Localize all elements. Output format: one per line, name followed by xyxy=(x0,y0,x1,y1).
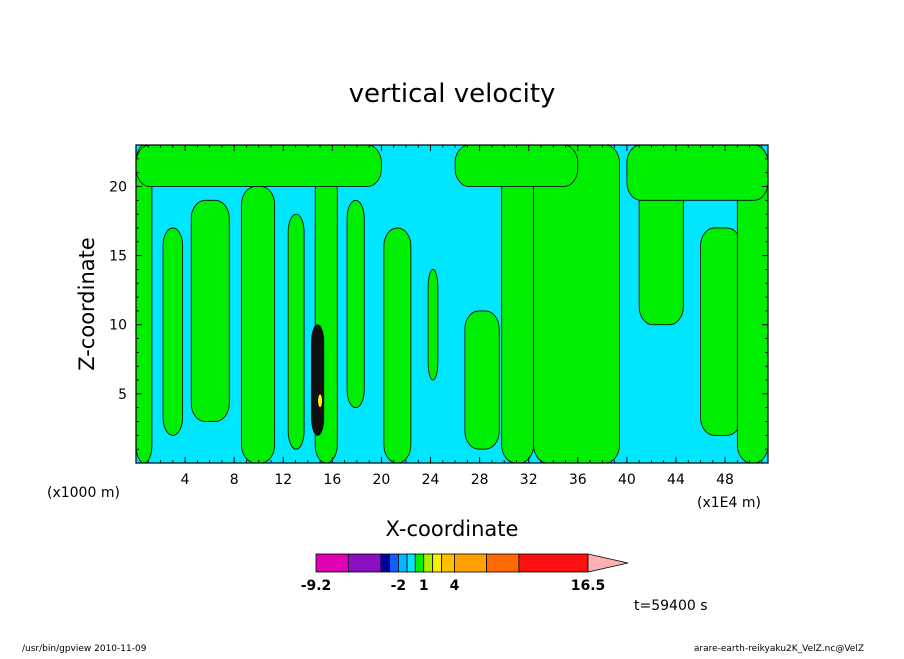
contour-region-8 xyxy=(427,269,439,381)
colorbar-segment-5 xyxy=(406,553,416,573)
contour-regions xyxy=(135,144,769,464)
x-tick-label: 36 xyxy=(569,472,587,488)
x-tick-label: 20 xyxy=(373,472,391,488)
x-tick-label: 4 xyxy=(181,472,190,488)
colorbar-segment-8 xyxy=(432,553,443,573)
contour-region-18 xyxy=(311,324,325,436)
y-tick-label: 5 xyxy=(118,387,127,403)
y-tick-label: 20 xyxy=(109,179,127,195)
x-tick-label: 32 xyxy=(520,472,538,488)
colorbar-tick-label: 1 xyxy=(419,578,429,594)
x-unit-left: (x1000 m) xyxy=(47,485,120,501)
contour-region-15 xyxy=(135,144,382,187)
plot-frame xyxy=(135,144,769,464)
colorbar-segment-3 xyxy=(389,553,399,573)
colorbar-tick-label: 16.5 xyxy=(571,578,606,594)
chart-title: vertical velocity xyxy=(349,79,556,109)
contour-region-7 xyxy=(383,227,412,464)
contour-region-0 xyxy=(135,144,153,464)
footer-right: arare-earth-reikyaku2K_VelZ.nc@VelZ xyxy=(694,644,864,654)
colorbar-segment-4 xyxy=(398,553,408,573)
x-tick-label: 48 xyxy=(716,472,734,488)
x-axis-label: X-coordinate xyxy=(386,517,519,541)
x-tick-label: 24 xyxy=(422,472,440,488)
contour-region-17 xyxy=(626,144,769,201)
contour-region-4 xyxy=(287,213,305,450)
y-axis-ticks: 5 10 15 20 xyxy=(109,158,768,450)
colorbar-segment-2 xyxy=(380,553,390,573)
y-tick-label: 15 xyxy=(109,249,127,265)
contour-region-3 xyxy=(241,186,276,464)
colorbar: -9.2 -2 1 4 16.5 xyxy=(301,553,629,594)
colorbar-segment-9 xyxy=(441,553,455,573)
contour-region-16 xyxy=(454,144,579,187)
colorbar-segment-12 xyxy=(518,553,589,573)
colorbar-extend-arrow xyxy=(587,553,629,573)
contour-region-19 xyxy=(317,393,323,409)
y-tick-label: 10 xyxy=(109,318,127,334)
x-tick-label: 16 xyxy=(323,472,341,488)
colorbar-segment-6 xyxy=(414,553,425,573)
colorbar-segment-7 xyxy=(423,553,434,573)
colorbar-tick-label: 4 xyxy=(450,578,460,594)
y-axis-label: Z-coordinate xyxy=(75,237,99,371)
footer-left: /usr/bin/gpview 2010-11-09 xyxy=(22,644,147,654)
x-tick-label: 44 xyxy=(667,472,685,488)
x-axis-ticks: 4 8 12 16 20 24 28 32 36 40 44 48 xyxy=(147,145,763,488)
contour-region-10 xyxy=(501,144,535,464)
colorbar-segment-1 xyxy=(347,553,382,573)
contour-region-6 xyxy=(346,199,365,409)
colorbar-segment-10 xyxy=(454,553,487,573)
time-label: t=59400 s xyxy=(634,598,708,614)
x-tick-label: 12 xyxy=(274,472,292,488)
x-tick-label: 8 xyxy=(230,472,239,488)
contour-region-13 xyxy=(700,227,742,436)
colorbar-segment-0 xyxy=(315,553,349,573)
x-unit-right: (x1E4 m) xyxy=(697,495,761,511)
contour-region-2 xyxy=(190,199,230,422)
contour-region-1 xyxy=(162,227,184,436)
contour-region-9 xyxy=(464,310,500,450)
colorbar-tick-label: -9.2 xyxy=(301,578,332,594)
x-tick-label: 40 xyxy=(618,472,636,488)
colorbar-segment-11 xyxy=(486,553,520,573)
contour-region-11 xyxy=(533,144,620,464)
x-tick-label: 28 xyxy=(471,472,489,488)
colorbar-tick-label: -2 xyxy=(391,578,407,594)
